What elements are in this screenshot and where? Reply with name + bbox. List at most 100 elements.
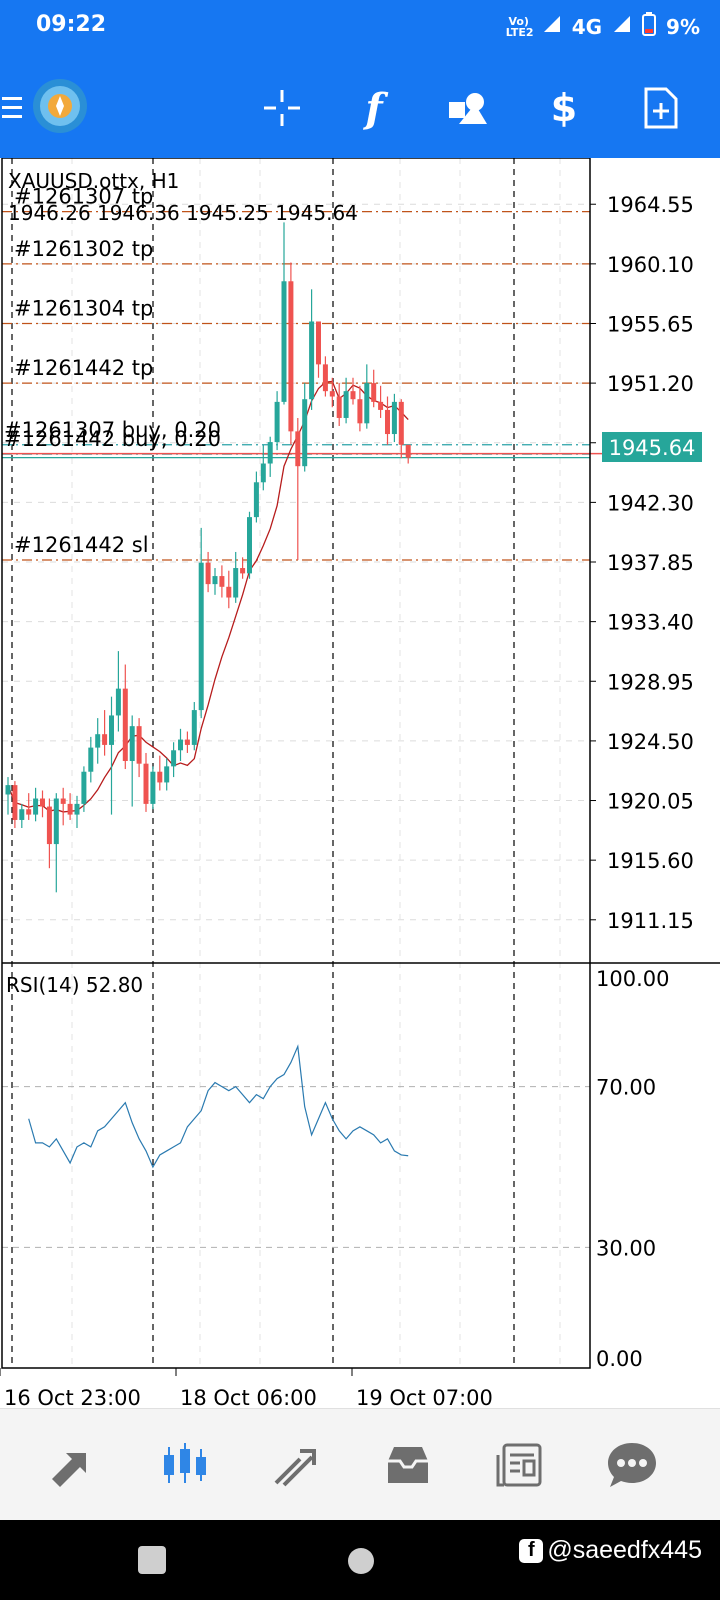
trade-level-label: #1261302 tp: [14, 237, 153, 261]
price-axis-label: 1933.40: [607, 611, 694, 635]
objects-icon[interactable]: [440, 80, 496, 136]
indicators-icon[interactable]: f: [365, 84, 383, 132]
price-axis-label: 1951.20: [607, 372, 694, 396]
rsi-label: RSI(14) 52.80: [6, 973, 143, 997]
candle-body: [281, 281, 287, 402]
rsi-line: [28, 1044, 409, 1169]
system-navigation-bar: f @saeedfx445: [0, 1520, 720, 1600]
chart-frame: [1, 157, 591, 1369]
top-toolbar: f $: [0, 56, 720, 158]
battery-level: 9%: [666, 14, 700, 39]
new-order-icon[interactable]: [632, 80, 688, 136]
candle-body: [60, 798, 66, 804]
chart-area[interactable]: #1261307 tp #1261302 tp #1261304 tp #126144…: [0, 157, 720, 1410]
bottom-navigation: [0, 1408, 720, 1521]
quotes-icon[interactable]: [40, 1433, 104, 1497]
candle-body: [329, 391, 335, 397]
facebook-icon: f: [519, 1538, 544, 1563]
candle-body: [371, 383, 377, 402]
rsi-axis-label: 30.00: [596, 1236, 656, 1260]
symbol-title: XAUUSD.ottx, H1: [8, 169, 179, 193]
candle-body: [322, 364, 328, 392]
clock: 09:22: [36, 12, 107, 37]
candle-body: [336, 396, 342, 418]
crosshair-icon[interactable]: [254, 80, 310, 136]
candle-body: [26, 809, 32, 815]
app-logo-icon[interactable]: [30, 76, 90, 136]
candle-body: [253, 482, 259, 518]
candle-body: [95, 734, 101, 748]
home-button[interactable]: [348, 1548, 374, 1574]
network-type: 4G: [571, 14, 603, 39]
candle-body: [157, 771, 163, 783]
price-chart[interactable]: #1261307 tp #1261302 tp #1261304 tp #126144…: [0, 157, 720, 1410]
candle-body: [260, 463, 266, 483]
status-icons: Vo) LTE2 4G 9%: [506, 12, 700, 41]
candle-body: [398, 401, 404, 445]
candle-body: [109, 715, 114, 745]
trade-nav-icon[interactable]: [264, 1433, 328, 1497]
status-bar: 09:22 Vo) LTE2 4G 9%: [0, 0, 720, 56]
candle-body: [233, 568, 239, 598]
news-icon[interactable]: [488, 1433, 552, 1497]
trade-level-label: #1261442 tp: [14, 356, 153, 380]
candle-body: [122, 688, 128, 761]
watermark: f @saeedfx445: [519, 1536, 702, 1565]
candle-body: [150, 771, 156, 804]
candle-body: [81, 771, 87, 804]
candle-body: [67, 803, 73, 815]
candle-body: [102, 734, 108, 745]
candle-body: [129, 726, 135, 761]
price-axis-label: 1924.50: [607, 730, 694, 754]
rsi-axis-label: 100.00: [596, 967, 669, 991]
trade-level-label: #1261442 sl: [14, 533, 149, 557]
signal-icon-2: [612, 14, 632, 39]
candle-body: [316, 321, 321, 365]
candle-body: [274, 401, 280, 443]
price-axis-label: 1911.15: [607, 909, 694, 933]
candle-body: [247, 517, 252, 574]
volte-icon: Vo) LTE2: [505, 14, 534, 39]
candle-body: [295, 431, 301, 467]
candle-body: [5, 785, 11, 795]
candle-body: [205, 562, 211, 585]
time-axis-label: 18 Oct 06:00: [180, 1386, 317, 1408]
price-axis-label: 1928.95: [607, 670, 694, 694]
candle-body: [212, 576, 218, 585]
rsi-axis-label: 0.00: [596, 1347, 643, 1371]
candle-body: [267, 442, 273, 464]
messages-icon[interactable]: [600, 1433, 664, 1497]
candle-body: [53, 798, 59, 845]
current-price-badge: 1945.64: [602, 432, 702, 462]
chart-icon[interactable]: [152, 1433, 216, 1497]
battery-icon: [642, 12, 657, 41]
recent-apps-button[interactable]: [138, 1546, 166, 1574]
history-icon[interactable]: [376, 1433, 440, 1497]
candle-body: [46, 806, 52, 845]
candle-body: [74, 803, 80, 815]
menu-icon[interactable]: [0, 80, 24, 136]
time-axis-label: 16 Oct 23:00: [4, 1386, 141, 1408]
candle-body: [171, 750, 177, 767]
trade-icon[interactable]: $: [550, 86, 578, 130]
candle-body: [385, 409, 390, 435]
candle-body: [164, 766, 170, 783]
candle-body: [288, 281, 294, 432]
candle-body: [143, 763, 149, 804]
candle-body: [184, 739, 190, 745]
candle-body: [191, 710, 197, 745]
watermark-text: @saeedfx445: [547, 1536, 702, 1564]
signal-icon: [542, 14, 562, 39]
candle-body: [40, 798, 45, 807]
price-axis-label: 1964.55: [607, 193, 694, 217]
candle-body: [136, 726, 142, 764]
candle-body: [309, 321, 315, 400]
candle-body: [198, 562, 204, 711]
candle-body: [240, 568, 246, 574]
candle-body: [115, 688, 121, 716]
candle-body: [12, 785, 18, 820]
time-axis-label: 19 Oct 07:00: [356, 1386, 493, 1408]
price-axis-label: 1920.05: [607, 790, 694, 814]
price-axis-label: 1955.65: [607, 312, 694, 336]
trade-level-label: #1261442 buy, 0.20: [4, 427, 221, 451]
